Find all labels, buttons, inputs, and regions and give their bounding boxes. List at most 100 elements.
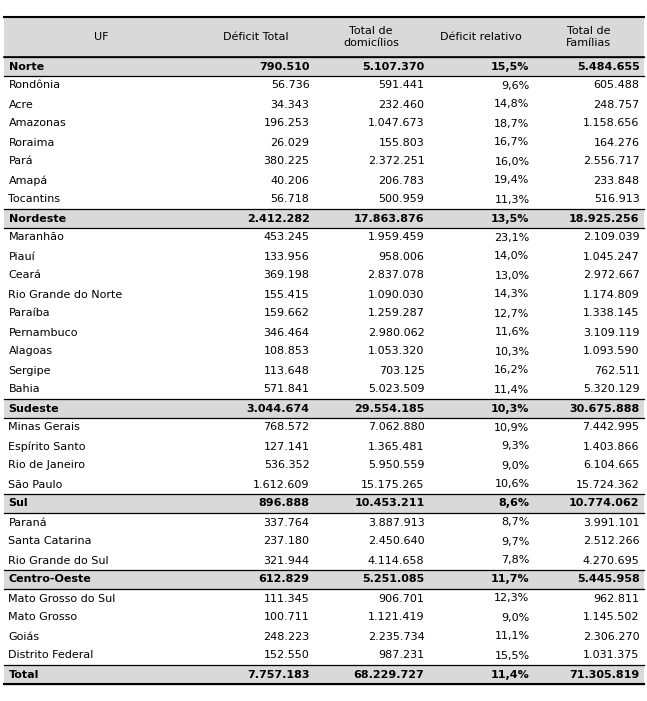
- Text: 10,3%: 10,3%: [491, 404, 529, 414]
- Text: 380.225: 380.225: [263, 156, 309, 167]
- Text: 23,1%: 23,1%: [494, 233, 529, 243]
- Text: 10,6%: 10,6%: [494, 479, 529, 489]
- Text: 108.853: 108.853: [263, 346, 309, 357]
- Text: 56.718: 56.718: [270, 194, 309, 205]
- Text: 5.107.370: 5.107.370: [362, 62, 424, 72]
- Text: Rondônia: Rondônia: [8, 81, 61, 90]
- Bar: [3, 95, 644, 114]
- Bar: [3, 133, 644, 152]
- Text: Amazonas: Amazonas: [8, 118, 66, 128]
- Text: 2.372.251: 2.372.251: [367, 156, 424, 167]
- Bar: [3, 589, 644, 608]
- Text: 56.736: 56.736: [270, 81, 309, 90]
- Text: Norte: Norte: [8, 62, 43, 72]
- Text: 11,6%: 11,6%: [494, 327, 529, 337]
- Bar: [3, 171, 644, 190]
- Text: 233.848: 233.848: [593, 175, 639, 186]
- Bar: [3, 76, 644, 95]
- Text: Total: Total: [8, 669, 39, 679]
- Text: 206.783: 206.783: [378, 175, 424, 186]
- Text: Tocantins: Tocantins: [8, 194, 61, 205]
- Text: 7,8%: 7,8%: [501, 555, 529, 566]
- Text: 11,3%: 11,3%: [494, 194, 529, 205]
- Bar: [3, 608, 644, 627]
- Text: 768.572: 768.572: [263, 423, 309, 433]
- Text: 13,0%: 13,0%: [494, 271, 529, 280]
- Text: 453.245: 453.245: [263, 233, 309, 243]
- Bar: [3, 551, 644, 570]
- Text: 18,7%: 18,7%: [494, 118, 529, 128]
- Text: 7.442.995: 7.442.995: [582, 423, 639, 433]
- Bar: [3, 323, 644, 342]
- Text: 16,0%: 16,0%: [494, 156, 529, 167]
- Text: 1.365.481: 1.365.481: [368, 442, 424, 451]
- Text: 962.811: 962.811: [593, 594, 639, 604]
- Text: Sergipe: Sergipe: [8, 365, 51, 376]
- Text: 4.270.695: 4.270.695: [583, 555, 639, 566]
- Bar: [3, 361, 644, 380]
- Text: Bahia: Bahia: [8, 385, 40, 395]
- Text: 155.803: 155.803: [378, 137, 424, 147]
- Text: 1.158.656: 1.158.656: [583, 118, 639, 128]
- Text: 100.711: 100.711: [264, 613, 309, 622]
- Bar: [3, 247, 644, 266]
- Text: 232.460: 232.460: [378, 100, 424, 109]
- Text: Rio de Janeiro: Rio de Janeiro: [8, 461, 85, 470]
- Text: 5.484.655: 5.484.655: [576, 62, 639, 72]
- Text: 2.235.734: 2.235.734: [367, 632, 424, 641]
- Text: 12,3%: 12,3%: [494, 594, 529, 604]
- Text: UF: UF: [94, 32, 108, 42]
- Text: 7.757.183: 7.757.183: [247, 669, 309, 679]
- Text: 16,2%: 16,2%: [494, 365, 529, 376]
- Text: 5.023.509: 5.023.509: [368, 385, 424, 395]
- Text: Minas Gerais: Minas Gerais: [8, 423, 80, 433]
- Text: 1.121.419: 1.121.419: [368, 613, 424, 622]
- Text: São Paulo: São Paulo: [8, 479, 63, 489]
- Text: 896.888: 896.888: [259, 498, 309, 508]
- Text: 571.841: 571.841: [263, 385, 309, 395]
- Text: 11,1%: 11,1%: [494, 632, 529, 641]
- Text: 237.180: 237.180: [263, 536, 309, 547]
- Text: Amapá: Amapá: [8, 175, 48, 186]
- Bar: [3, 152, 644, 171]
- Text: 111.345: 111.345: [264, 594, 309, 604]
- Text: 1.959.459: 1.959.459: [367, 233, 424, 243]
- Text: 155.415: 155.415: [264, 290, 309, 299]
- Text: 703.125: 703.125: [378, 365, 424, 376]
- Text: 612.829: 612.829: [259, 575, 309, 585]
- Text: 15,5%: 15,5%: [494, 651, 529, 660]
- Bar: [3, 665, 644, 684]
- Text: 11,4%: 11,4%: [491, 669, 529, 679]
- Text: 605.488: 605.488: [593, 81, 639, 90]
- Bar: [3, 380, 644, 399]
- Text: 248.223: 248.223: [263, 632, 309, 641]
- Bar: [3, 627, 644, 646]
- Text: 30.675.888: 30.675.888: [569, 404, 639, 414]
- Text: 133.956: 133.956: [264, 252, 309, 261]
- Text: 15.175.265: 15.175.265: [361, 479, 424, 489]
- Text: 9,0%: 9,0%: [501, 461, 529, 470]
- Text: Déficit Total: Déficit Total: [223, 32, 289, 42]
- Text: 13,5%: 13,5%: [491, 214, 529, 224]
- Text: 8,7%: 8,7%: [501, 517, 529, 527]
- Text: 113.648: 113.648: [263, 365, 309, 376]
- Bar: [3, 285, 644, 304]
- Text: 15.724.362: 15.724.362: [576, 479, 639, 489]
- Text: 10,9%: 10,9%: [494, 423, 529, 433]
- Text: 2.412.282: 2.412.282: [247, 214, 309, 224]
- Text: Acre: Acre: [8, 100, 33, 109]
- Text: 3.109.119: 3.109.119: [583, 327, 639, 337]
- Bar: [3, 304, 644, 323]
- Text: 1.045.247: 1.045.247: [583, 252, 639, 261]
- Text: 1.612.609: 1.612.609: [253, 479, 309, 489]
- Bar: [3, 494, 644, 513]
- Text: Paraíba: Paraíba: [8, 308, 50, 318]
- Bar: [3, 399, 644, 418]
- Text: Total de
Famílias: Total de Famílias: [566, 26, 611, 48]
- Bar: [3, 209, 644, 228]
- Text: Rio Grande do Sul: Rio Grande do Sul: [8, 555, 109, 566]
- Text: 516.913: 516.913: [594, 194, 639, 205]
- Text: 4.114.658: 4.114.658: [368, 555, 424, 566]
- Text: 2.109.039: 2.109.039: [583, 233, 639, 243]
- Text: 14,8%: 14,8%: [494, 100, 529, 109]
